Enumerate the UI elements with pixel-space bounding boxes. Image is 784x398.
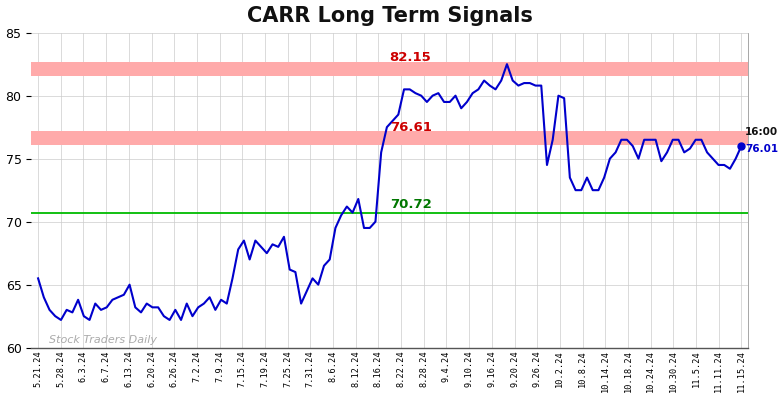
Bar: [31, 62, 748, 76]
Text: 82.15: 82.15: [390, 51, 431, 64]
Text: 70.72: 70.72: [390, 198, 431, 211]
Text: 16:00: 16:00: [745, 127, 778, 137]
Bar: [31, 131, 748, 145]
Text: 76.61: 76.61: [390, 121, 432, 135]
Text: Stock Traders Daily: Stock Traders Daily: [49, 335, 158, 345]
Title: CARR Long Term Signals: CARR Long Term Signals: [247, 6, 532, 25]
Text: 76.01: 76.01: [745, 144, 778, 154]
